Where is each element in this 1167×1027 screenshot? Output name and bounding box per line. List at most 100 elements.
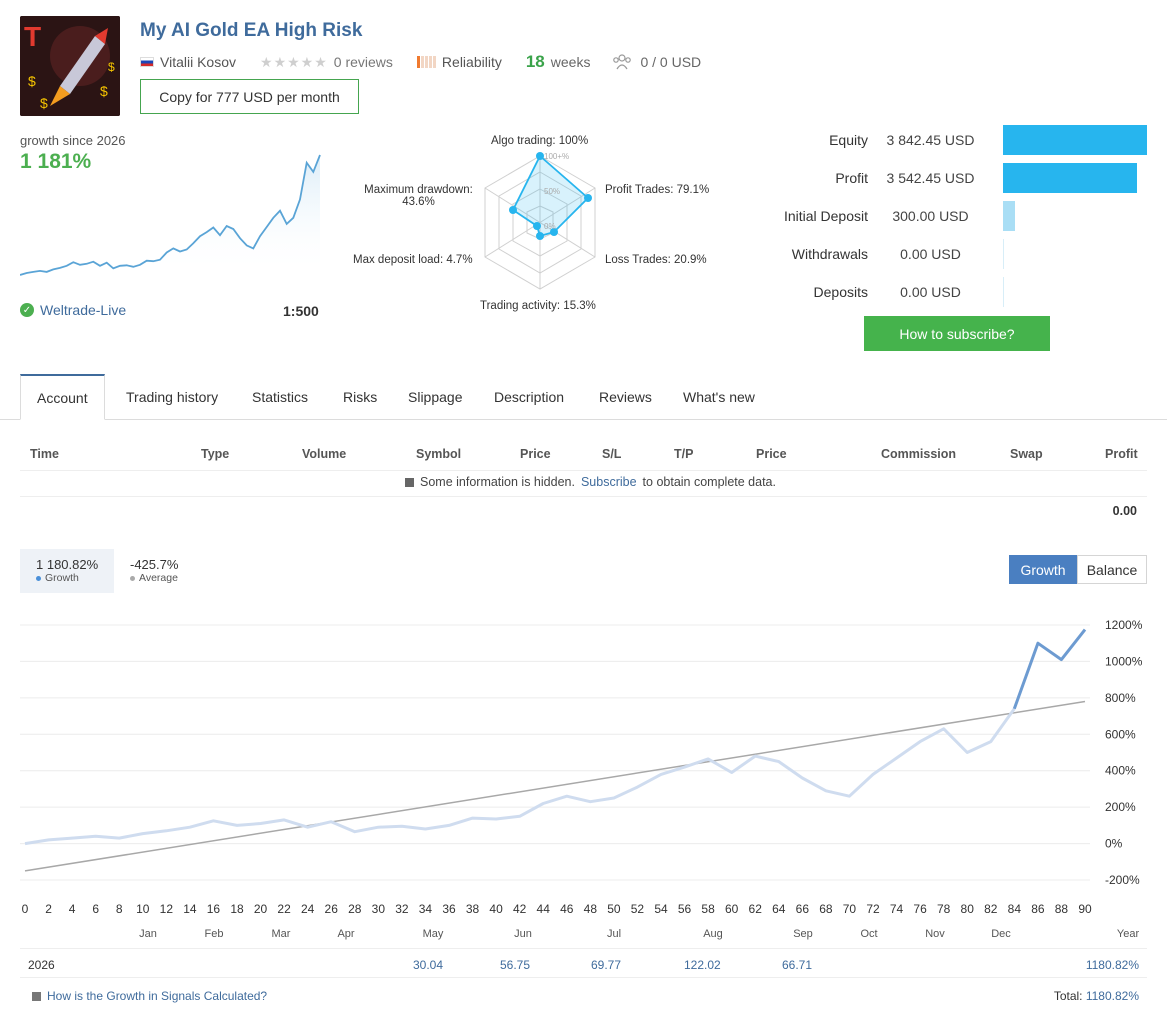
reviews-count[interactable]: 0 reviews [333, 54, 393, 70]
hidden-note-text: Some information is hidden. [420, 475, 575, 489]
x-tick-label: 26 [325, 902, 339, 916]
summary-row-deposits: Deposits 0.00 USD [760, 277, 1160, 307]
growth-chart: 1200%1000%800%600%400%200%0%-200%0 2 4 6 8 10… [20, 618, 1143, 940]
y-tick-label: 1200% [1105, 618, 1143, 632]
svg-text:$: $ [108, 60, 115, 74]
x-tick-label: 28 [348, 902, 362, 916]
tab-account[interactable]: Account [20, 374, 105, 420]
verified-check-icon: ✓ [20, 303, 34, 317]
x-tick-label: 80 [961, 902, 975, 916]
y-tick-label: 400% [1105, 764, 1136, 778]
subscribers-icon [613, 54, 632, 70]
col-time[interactable]: Time [30, 447, 59, 461]
summary-value: 300.00 USD [892, 208, 969, 224]
rocket-logo-icon: T $ $ $ $ [20, 16, 120, 116]
year-total-result: 1180.82% [1085, 958, 1139, 972]
x-tick-label: 82 [984, 902, 998, 916]
radar-label-drawdown: Maximum drawdown: 43.6% [361, 184, 476, 208]
summary-label: Withdrawals [791, 246, 868, 262]
growth-calc-help-link[interactable]: How is the Growth in Signals Calculated? [32, 989, 267, 1003]
radar-label-activity: Trading activity: 15.3% [480, 300, 596, 312]
col-tp[interactable]: T/P [674, 447, 694, 461]
x-tick-label: 52 [631, 902, 645, 916]
how-to-subscribe-button[interactable]: How to subscribe? [864, 316, 1050, 351]
summary-row-equity: Equity 3 842.45 USD [760, 125, 1160, 155]
col-price-open[interactable]: Price [520, 447, 551, 461]
x-tick-label: 56 [678, 902, 692, 916]
y-tick-label: 1000% [1105, 654, 1143, 668]
summary-bar-track [1003, 201, 1147, 231]
col-volume[interactable]: Volume [302, 447, 347, 461]
x-tick-label: 18 [230, 902, 244, 916]
radar-chart: 100+% 50% 0% [484, 152, 596, 290]
x-tick-label: 40 [489, 902, 503, 916]
summary-row-initial-deposit: Initial Deposit 300.00 USD [760, 201, 1160, 231]
x-tick-label: 60 [725, 902, 739, 916]
tab-statistics[interactable]: Statistics [252, 389, 309, 405]
signal-title[interactable]: My AI Gold EA High Risk [140, 20, 363, 41]
month-label: Oct [860, 928, 877, 940]
broker-link[interactable]: ✓ Weltrade-Live [20, 302, 126, 318]
summary-value: 0.00 USD [900, 246, 961, 262]
subscribers: 0 / 0 USD [612, 53, 701, 71]
col-price-close[interactable]: Price [756, 447, 787, 461]
tab-slippage[interactable]: Slippage [408, 389, 463, 405]
radar-scale-100: 100+% [544, 152, 569, 161]
col-symbol[interactable]: Symbol [416, 447, 462, 461]
growth-series-line [24, 707, 1016, 846]
growth-toggle-button[interactable]: Growth [1009, 555, 1077, 584]
growth-calc-help-text[interactable]: How is the Growth in Signals Calculated? [47, 989, 268, 1003]
x-tick-label: 2 [45, 902, 52, 916]
month-label: Jul [607, 928, 621, 940]
year-axis-label: Year [1117, 928, 1140, 940]
tab-description[interactable]: Description [494, 389, 565, 405]
x-tick-label: 30 [372, 902, 386, 916]
copy-signal-button[interactable]: Copy for 777 USD per month [140, 79, 359, 114]
x-tick-label: 6 [92, 902, 99, 916]
col-profit[interactable]: Profit [1105, 447, 1138, 461]
x-tick-label: 64 [772, 902, 786, 916]
col-swap[interactable]: Swap [1010, 447, 1043, 461]
tab-whats-new[interactable]: What's new [683, 389, 755, 405]
x-tick-label: 68 [819, 902, 833, 916]
tab-reviews[interactable]: Reviews [599, 389, 652, 405]
month-label: Dec [991, 928, 1011, 940]
summary-bar [1003, 277, 1004, 307]
yearly-results-row: 2026 30.04 56.75 69.77 122.02 66.71 1180… [20, 948, 1147, 978]
y-tick-label: 0% [1105, 837, 1123, 851]
radar-label-loss-trades: Loss Trades: 20.9% [605, 254, 707, 266]
growth-sparkline [20, 154, 321, 276]
x-tick-label: 78 [937, 902, 951, 916]
legend-average[interactable]: -425.7% Average [130, 557, 178, 584]
tab-risks[interactable]: Risks [343, 389, 378, 405]
author-name[interactable]: Vitalii Kosov [160, 54, 237, 70]
x-tick-label: 32 [395, 902, 409, 916]
x-tick-label: 38 [466, 902, 480, 916]
summary-bar-track [1003, 277, 1147, 307]
x-tick-label: 72 [866, 902, 880, 916]
radar-drawdown-value: 43.6% [402, 196, 435, 208]
reliability-label: Reliability [441, 54, 502, 70]
legend-growth-label: Growth [36, 572, 114, 584]
col-sl[interactable]: S/L [602, 447, 622, 461]
legend-average-label: Average [130, 572, 178, 584]
x-tick-label: 88 [1055, 902, 1069, 916]
month-label: May [423, 928, 444, 940]
tab-trading-history[interactable]: Trading history [126, 389, 219, 405]
col-commission[interactable]: Commission [881, 447, 957, 461]
summary-label: Deposits [813, 284, 868, 300]
x-tick-label: 70 [843, 902, 857, 916]
legend-growth[interactable]: 1 180.82% Growth [20, 549, 114, 593]
broker-name[interactable]: Weltrade-Live [40, 302, 127, 318]
month-label: Mar [272, 928, 291, 940]
month-label: Jan [139, 928, 157, 940]
col-type[interactable]: Type [201, 447, 230, 461]
balance-toggle-button[interactable]: Balance [1077, 555, 1147, 584]
legend-average-text: Average [139, 572, 178, 584]
rating-stars-icon: ★★★★★ [260, 53, 328, 70]
x-tick-label: 16 [207, 902, 221, 916]
month-result-sep: 66.71 [782, 958, 813, 972]
subscribers-value: 0 / 0 USD [640, 54, 702, 70]
subscribe-link[interactable]: Subscribe [580, 475, 637, 489]
x-tick-label: 34 [419, 902, 433, 916]
